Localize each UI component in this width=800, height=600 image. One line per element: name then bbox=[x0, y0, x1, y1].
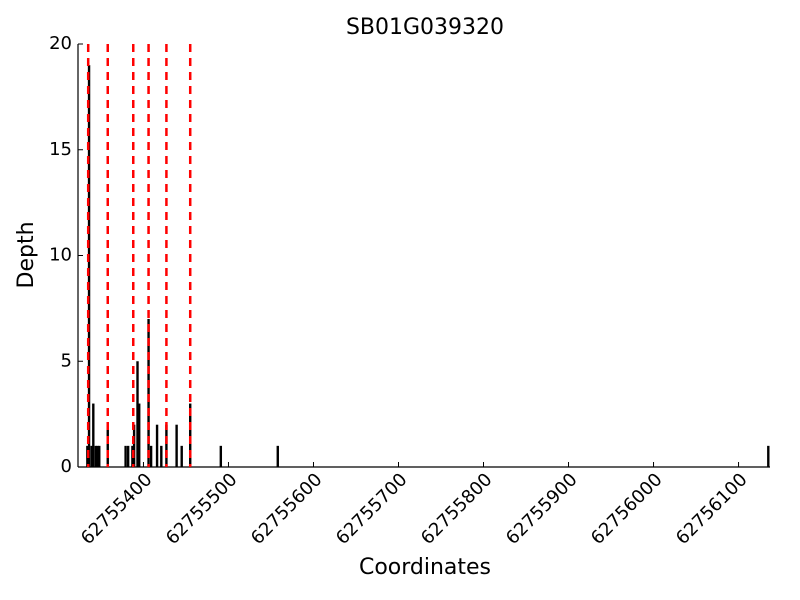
bar bbox=[276, 445, 279, 467]
y-tick-label: 10 bbox=[49, 245, 72, 266]
bar bbox=[124, 445, 127, 467]
bar bbox=[94, 445, 98, 467]
bar bbox=[136, 361, 139, 467]
bar bbox=[90, 445, 93, 467]
y-tick-label: 5 bbox=[61, 350, 72, 371]
y-tick-label: 15 bbox=[49, 139, 72, 160]
x-tick-label: 62755400 bbox=[77, 469, 157, 549]
x-tick-label: 62756100 bbox=[672, 469, 752, 549]
x-tick-label: 62755900 bbox=[502, 469, 582, 549]
bar bbox=[189, 403, 192, 467]
y-tick-label: 20 bbox=[49, 33, 72, 54]
bar bbox=[149, 445, 153, 467]
bar bbox=[180, 445, 183, 467]
bar bbox=[87, 65, 91, 468]
bar bbox=[96, 445, 99, 467]
bar bbox=[767, 445, 770, 467]
x-tick-label: 62755600 bbox=[247, 469, 327, 549]
bar bbox=[92, 403, 95, 467]
bar bbox=[147, 318, 150, 467]
x-tick-label: 62755800 bbox=[417, 469, 497, 549]
bar bbox=[155, 424, 159, 467]
bar bbox=[165, 424, 168, 467]
y-tick-label: 0 bbox=[61, 456, 72, 477]
y-axis-label: Depth bbox=[14, 221, 39, 288]
bar bbox=[126, 445, 130, 467]
bar bbox=[138, 403, 141, 467]
bar bbox=[219, 445, 223, 467]
x-tick-label: 62756000 bbox=[587, 469, 667, 549]
bar bbox=[160, 445, 163, 467]
x-tick-label: 62755500 bbox=[162, 469, 242, 549]
bar bbox=[175, 424, 178, 467]
bar bbox=[132, 424, 136, 467]
x-axis-label: Coordinates bbox=[359, 555, 491, 580]
bar bbox=[98, 445, 101, 467]
bar bbox=[106, 424, 109, 467]
x-tick-label: 62755700 bbox=[332, 469, 412, 549]
chart-title: SB01G039320 bbox=[346, 15, 504, 40]
